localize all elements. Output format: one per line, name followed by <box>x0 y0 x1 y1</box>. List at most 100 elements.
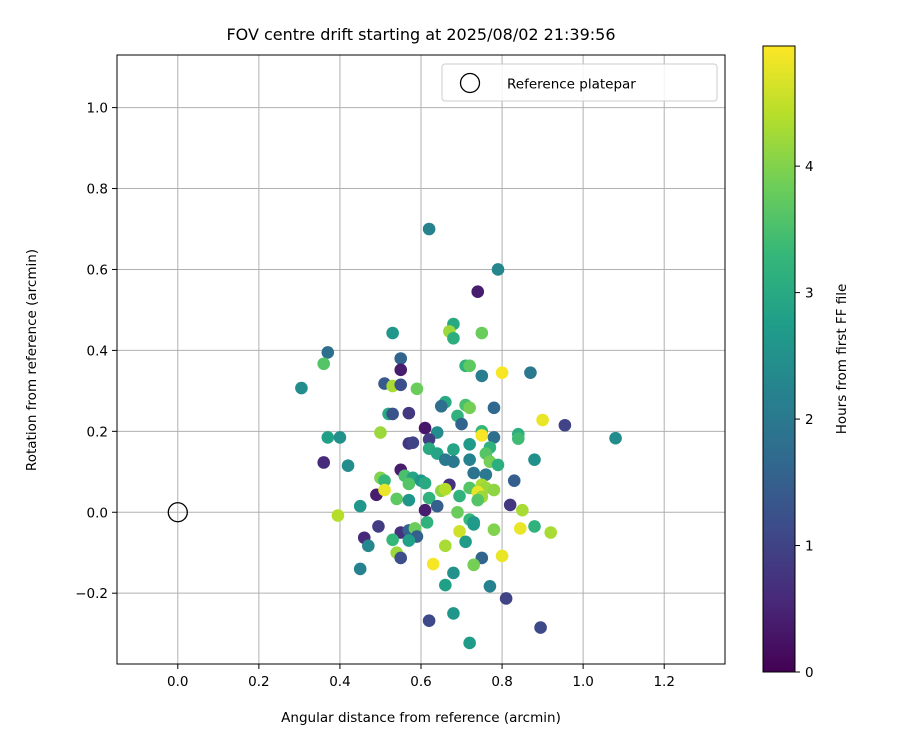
data-point <box>394 551 408 565</box>
colorbar-tick-label: 3 <box>805 286 814 302</box>
data-point <box>418 503 432 517</box>
data-point <box>295 381 308 395</box>
data-point <box>453 524 466 538</box>
data-point <box>558 418 572 432</box>
data-point <box>439 539 452 553</box>
data-point <box>422 614 436 628</box>
y-tick-label: −0.2 <box>75 586 108 602</box>
x-axis-ticks: 0.0 0.2 0.4 0.6 0.8 1.0 1.2 <box>167 664 675 690</box>
data-point <box>499 592 513 605</box>
data-point <box>447 443 460 456</box>
data-point <box>463 453 476 466</box>
data-point <box>418 421 432 435</box>
data-point <box>394 352 408 365</box>
data-point <box>524 366 537 379</box>
data-point <box>447 607 460 620</box>
data-point <box>406 436 420 449</box>
y-tick-label: 0.6 <box>87 262 108 278</box>
data-point <box>394 363 408 377</box>
data-point <box>495 366 509 379</box>
legend-marker-icon <box>459 72 481 94</box>
x-axis-label: Angular distance from reference (arcmin) <box>281 710 561 726</box>
chart-title: FOV centre drift starting at 2025/08/02 … <box>226 25 615 44</box>
data-point <box>463 437 476 451</box>
data-point <box>463 636 476 650</box>
data-point <box>447 331 460 345</box>
data-point <box>426 557 440 571</box>
data-point <box>609 431 622 445</box>
data-point <box>483 580 497 593</box>
data-point <box>471 285 485 299</box>
data-point <box>378 483 391 497</box>
data-point <box>434 399 448 413</box>
data-point <box>463 401 476 415</box>
data-point <box>402 406 416 420</box>
data-point <box>507 474 521 487</box>
data-point <box>447 566 460 580</box>
y-axis-label: Rotation from reference (arcmin) <box>24 249 40 471</box>
data-point <box>536 413 549 427</box>
data-point <box>544 526 558 539</box>
data-point <box>475 326 489 340</box>
data-point <box>353 562 367 576</box>
data-point <box>317 357 331 371</box>
data-point <box>463 359 476 373</box>
data-point <box>430 499 444 513</box>
grid-lines <box>117 55 725 664</box>
colorbar-tick-label: 1 <box>805 539 814 555</box>
colorbar-ticks: 0 1 2 3 4 <box>795 159 814 681</box>
data-point <box>394 378 408 392</box>
data-point <box>451 505 464 519</box>
data-point <box>331 509 345 522</box>
data-point <box>374 426 387 439</box>
data-point <box>495 549 509 563</box>
x-tick-label: 1.2 <box>653 674 674 690</box>
data-point <box>479 468 493 481</box>
x-tick-label: 0.4 <box>329 674 350 690</box>
colorbar-tick-label: 4 <box>805 159 814 175</box>
y-tick-label: 0.0 <box>87 505 108 521</box>
data-point <box>362 539 375 553</box>
data-point <box>467 558 480 572</box>
data-point <box>321 346 335 359</box>
legend-label: Reference platepar <box>507 77 636 93</box>
data-point <box>390 492 403 506</box>
data-point <box>402 534 416 547</box>
data-point <box>341 459 355 473</box>
data-point <box>487 431 501 444</box>
data-points <box>295 222 622 650</box>
y-tick-label: 0.8 <box>87 182 108 198</box>
colorbar-gradient <box>763 46 795 672</box>
data-point <box>487 483 501 497</box>
data-point <box>534 621 547 634</box>
data-point <box>475 369 489 383</box>
data-point <box>333 431 347 444</box>
legend-box <box>441 63 718 102</box>
data-point <box>386 407 399 421</box>
colorbar-frame <box>762 45 796 673</box>
data-point <box>453 489 466 503</box>
y-tick-label: 1.0 <box>87 101 108 117</box>
data-point <box>378 474 391 487</box>
data-point <box>353 499 367 513</box>
data-point <box>528 520 541 533</box>
reference-marker <box>167 502 188 523</box>
data-point <box>528 453 541 466</box>
data-point <box>439 482 452 496</box>
data-point <box>514 522 527 535</box>
data-point <box>386 326 399 340</box>
data-point <box>516 503 529 517</box>
data-point <box>418 476 432 490</box>
data-point <box>491 458 505 472</box>
colorbar-tick-label: 2 <box>805 412 814 428</box>
x-tick-label: 0.6 <box>410 674 431 690</box>
y-tick-label: 0.4 <box>87 343 108 359</box>
data-point <box>317 456 331 469</box>
data-point <box>459 535 472 549</box>
data-point <box>475 429 489 442</box>
legend: Reference platepar <box>441 63 718 102</box>
colorbar-tick-label: 0 <box>805 665 814 681</box>
data-point <box>386 533 399 547</box>
y-axis-ticks: −0.2 0.0 0.2 0.4 0.6 0.8 1.0 <box>75 101 117 602</box>
data-point <box>410 382 424 396</box>
